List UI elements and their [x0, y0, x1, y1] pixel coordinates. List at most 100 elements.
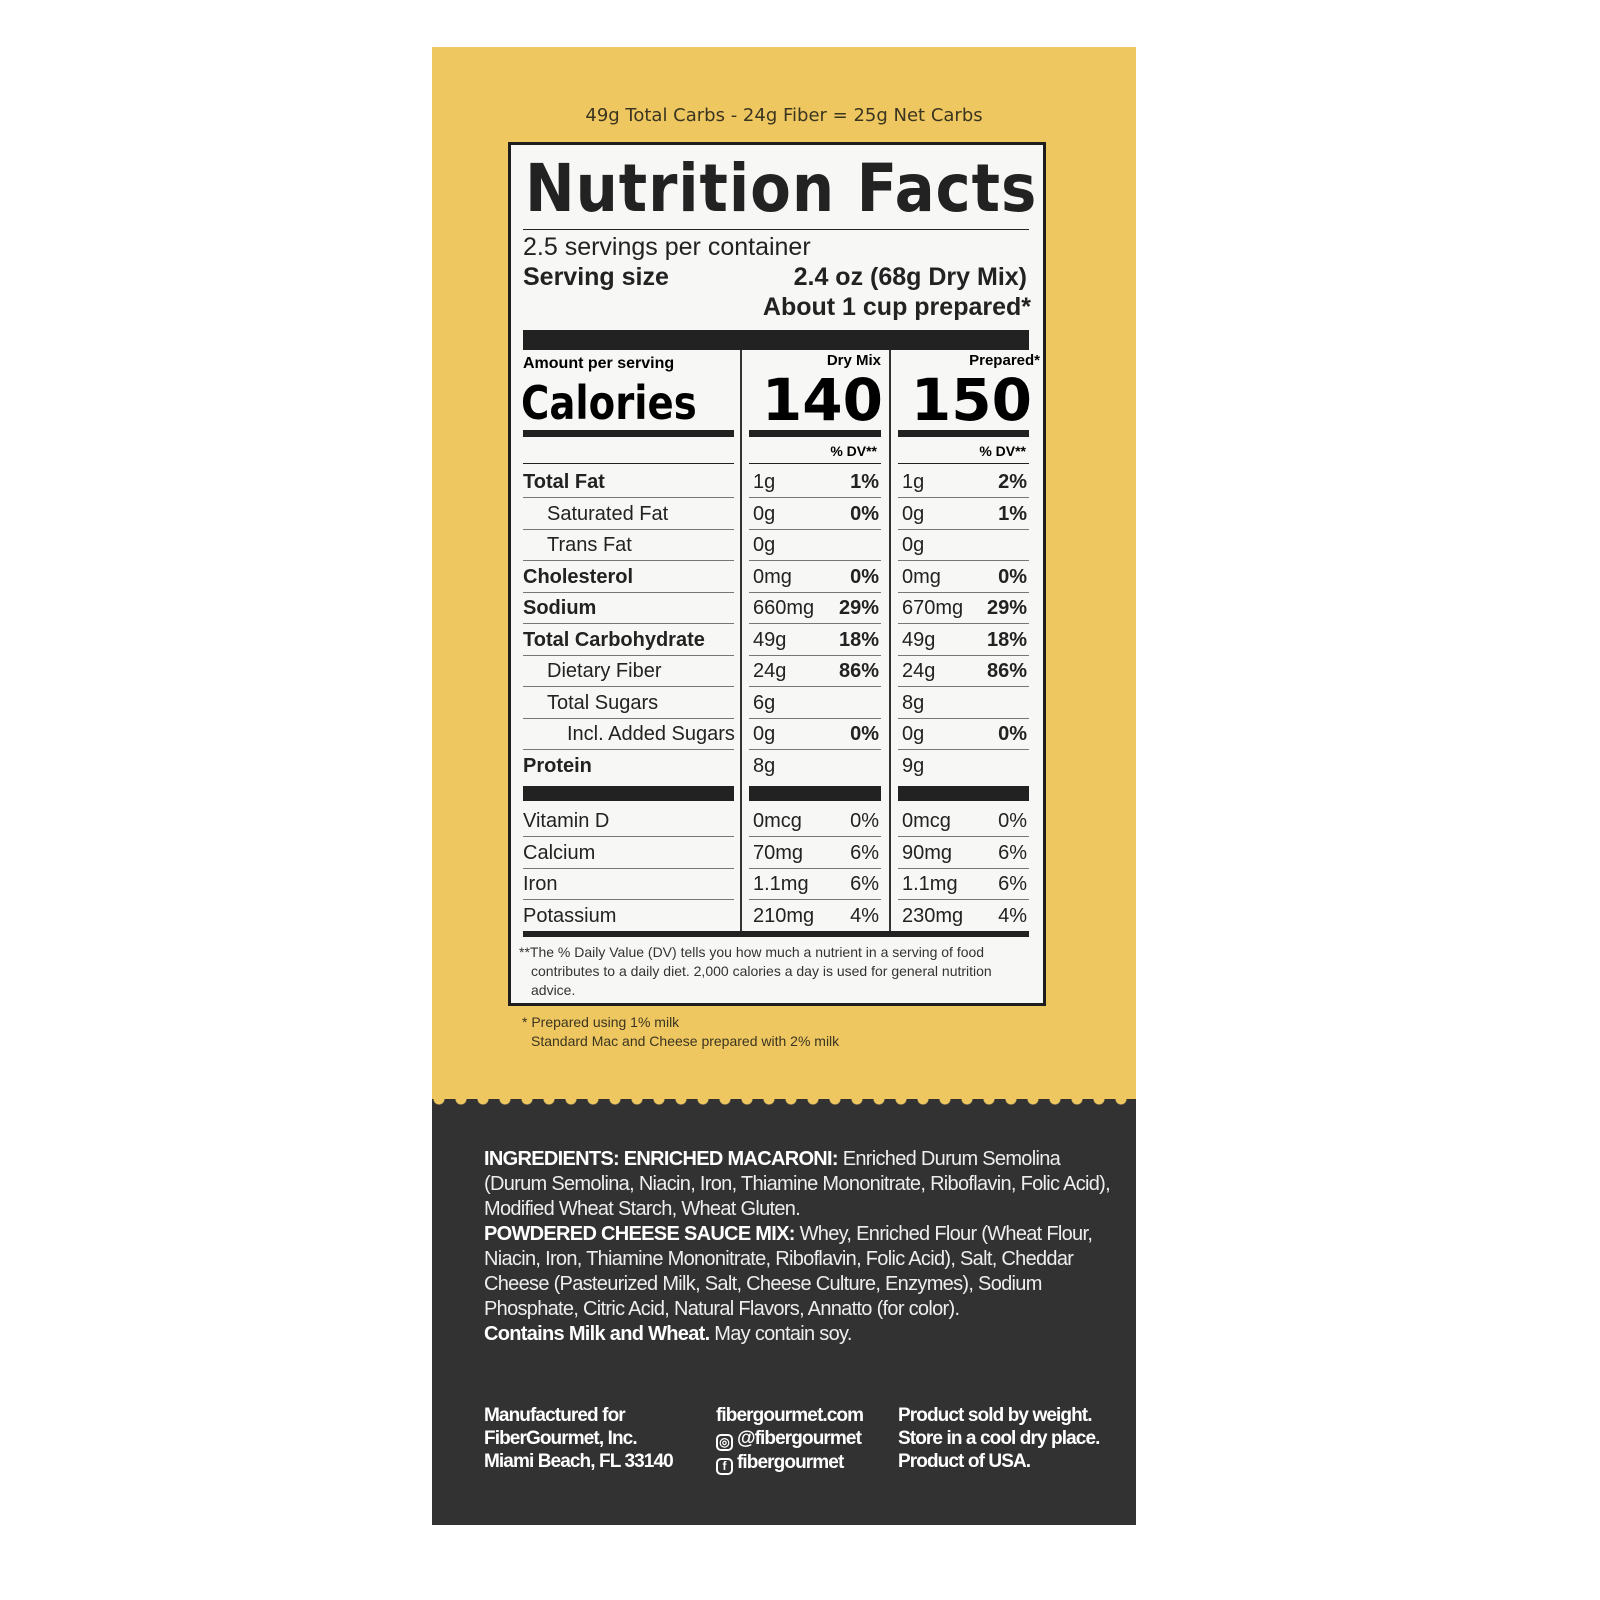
- prepared-header: Prepared*: [969, 352, 1040, 369]
- prepared-cell: 0g 0%: [898, 719, 1029, 750]
- dry-mix-cell: 1g 1%: [749, 467, 881, 498]
- dry-dv: 18%: [838, 628, 879, 651]
- prepared-dv: 2%: [998, 471, 1027, 493]
- thick-divider: [898, 786, 1029, 801]
- dry-amount: 1.1mg: [753, 873, 809, 895]
- dry-dv: 86%: [838, 660, 879, 682]
- nutrient-name: Sodium: [523, 593, 734, 624]
- nutrient-label: Protein: [523, 754, 592, 777]
- divider: [898, 463, 1029, 464]
- prepared-amount: 24g: [902, 660, 936, 682]
- instagram-handle[interactable]: ◎ @fibergourmet: [716, 1427, 863, 1451]
- prepared-amount: 670mg: [902, 597, 964, 619]
- column-divider: [740, 350, 742, 934]
- prepared-cell: 9g: [898, 751, 1029, 782]
- nutrient-label: Potassium: [523, 904, 617, 927]
- facebook-icon: f: [716, 1458, 733, 1475]
- ingredients-cheese: Whey, Enriched Flour (Wheat Flour, Niaci…: [484, 1223, 1093, 1320]
- nutrient-label: Total Sugars: [547, 691, 659, 714]
- nutrient-name: Vitamin D: [523, 806, 734, 837]
- nutrition-title: Nutrition Facts: [525, 150, 1038, 227]
- nutrient-name: Total Sugars: [523, 688, 734, 719]
- info-line: Product of USA.: [898, 1451, 1031, 1472]
- thick-divider: [898, 430, 1029, 437]
- facebook-text: fibergourmet: [737, 1452, 844, 1473]
- prepared-dv: 6%: [998, 841, 1027, 864]
- nutrient-row: Iron 1.1mg 6% 1.1mg 6%: [511, 869, 1041, 900]
- prepared-cell: 49g 18%: [898, 625, 1029, 656]
- dry-dv: 0%: [850, 810, 879, 832]
- dry-dv: 0%: [850, 565, 879, 588]
- allergen-statement: Contains Milk and Wheat.: [484, 1323, 710, 1345]
- prepared-dv: 1%: [998, 502, 1027, 525]
- nutrient-name: Saturated Fat: [523, 499, 734, 530]
- dv-header-prepared: % DV**: [979, 443, 1026, 459]
- nutrient-row: Total Carbohydrate 49g 18% 49g 18%: [511, 625, 1041, 656]
- ingredients-macaroni: Enriched Durum Semolina (Durum Semolina,…: [484, 1148, 1111, 1220]
- nutrient-row: Calcium 70mg 6% 90mg 6%: [511, 838, 1041, 869]
- info-line: Product sold by weight.: [898, 1405, 1092, 1426]
- net-carbs-text: 49g Total Carbs - 24g Fiber = 25g Net Ca…: [585, 105, 983, 126]
- prepared-amount: 0g: [902, 534, 925, 556]
- allergen-note: May contain soy.: [709, 1323, 852, 1345]
- nutrient-label: Iron: [523, 873, 558, 895]
- nutrient-name: Total Fat: [523, 467, 734, 498]
- instagram-text: @fibergourmet: [737, 1428, 862, 1449]
- ingredients-panel: [432, 1107, 1136, 1525]
- nutrient-row: Vitamin D 0mcg 0% 0mcg 0%: [511, 806, 1041, 837]
- dry-amount: 660mg: [753, 597, 815, 619]
- calories-label: Calories: [521, 376, 697, 430]
- daily-value-footnote: **The % Daily Value (DV) tells you how m…: [519, 944, 992, 998]
- prepared-amount: 9g: [902, 754, 925, 777]
- facebook-handle[interactable]: f fibergourmet: [716, 1451, 863, 1475]
- nutrient-label: Total Fat: [523, 471, 605, 493]
- nutrient-row: Sodium 660mg 29% 670mg 29%: [511, 593, 1041, 624]
- thick-divider: [523, 330, 1029, 350]
- nutrient-row: Protein 8g 9g: [511, 751, 1041, 782]
- divider: [749, 463, 881, 464]
- dry-dv: 6%: [850, 841, 879, 864]
- prepared-dv: 0%: [998, 565, 1027, 588]
- dry-mix-cell: 0mcg 0%: [749, 806, 881, 837]
- dry-amount: 0mg: [753, 565, 792, 588]
- prepared-cell: 0mcg 0%: [898, 806, 1029, 837]
- product-panel: 49g Total Carbs - 24g Fiber = 25g Net Ca…: [432, 47, 1136, 1525]
- ingredients-heading: INGREDIENTS: ENRICHED MACARONI:: [484, 1148, 839, 1170]
- prepared-dv: 86%: [986, 660, 1027, 682]
- dry-amount: 1g: [753, 471, 776, 493]
- prepared-cell: 0mg 0%: [898, 562, 1029, 593]
- dry-dv: 4%: [850, 904, 879, 927]
- prepared-amount: 8g: [902, 691, 925, 714]
- prepared-dv: 6%: [998, 873, 1027, 895]
- note-line: Standard Mac and Cheese prepared with 2%…: [531, 1033, 840, 1049]
- prepared-dv: 29%: [986, 597, 1027, 619]
- dry-dv: 0%: [850, 723, 879, 745]
- nutrient-row: Potassium 210mg 4% 230mg 4%: [511, 901, 1041, 932]
- manufacturer-line: FiberGourmet, Inc.: [484, 1428, 638, 1449]
- calories-prepared: 150: [910, 366, 1032, 434]
- dry-dv: 29%: [838, 597, 879, 619]
- prepared-amount: 230mg: [902, 904, 964, 927]
- website-link[interactable]: fibergourmet.com: [716, 1405, 864, 1426]
- nutrient-name: Total Carbohydrate: [523, 625, 734, 656]
- nutrient-row: Trans Fat 0g 0g: [511, 530, 1041, 561]
- dry-mix-cell: 1.1mg 6%: [749, 869, 881, 900]
- prepared-cell: 24g 86%: [898, 656, 1029, 687]
- info-line: Store in a cool dry place.: [898, 1428, 1100, 1449]
- dry-amount: 210mg: [753, 904, 815, 927]
- dry-mix-header: Dry Mix: [826, 352, 881, 369]
- nutrient-name: Dietary Fiber: [523, 656, 734, 687]
- prepared-cell: 1.1mg 6%: [898, 869, 1029, 900]
- dry-amount: 0g: [753, 723, 776, 745]
- product-info: Product sold by weight. Store in a cool …: [898, 1404, 1100, 1473]
- dry-mix-cell: 24g 86%: [749, 656, 881, 687]
- prepared-amount: 0mcg: [902, 810, 951, 832]
- nutrient-label: Sodium: [523, 597, 597, 619]
- prepared-cell: 1g 2%: [898, 467, 1029, 498]
- thick-divider: [523, 430, 734, 437]
- dry-mix-cell: 210mg 4%: [749, 901, 881, 932]
- ingredients-text: INGREDIENTS: ENRICHED MACARONI: Enriched…: [484, 1147, 1114, 1347]
- dry-mix-cell: 660mg 29%: [749, 593, 881, 624]
- manufacturer-info: Manufactured for FiberGourmet, Inc. Miam…: [484, 1404, 674, 1473]
- prepared-amount: 90mg: [902, 841, 953, 864]
